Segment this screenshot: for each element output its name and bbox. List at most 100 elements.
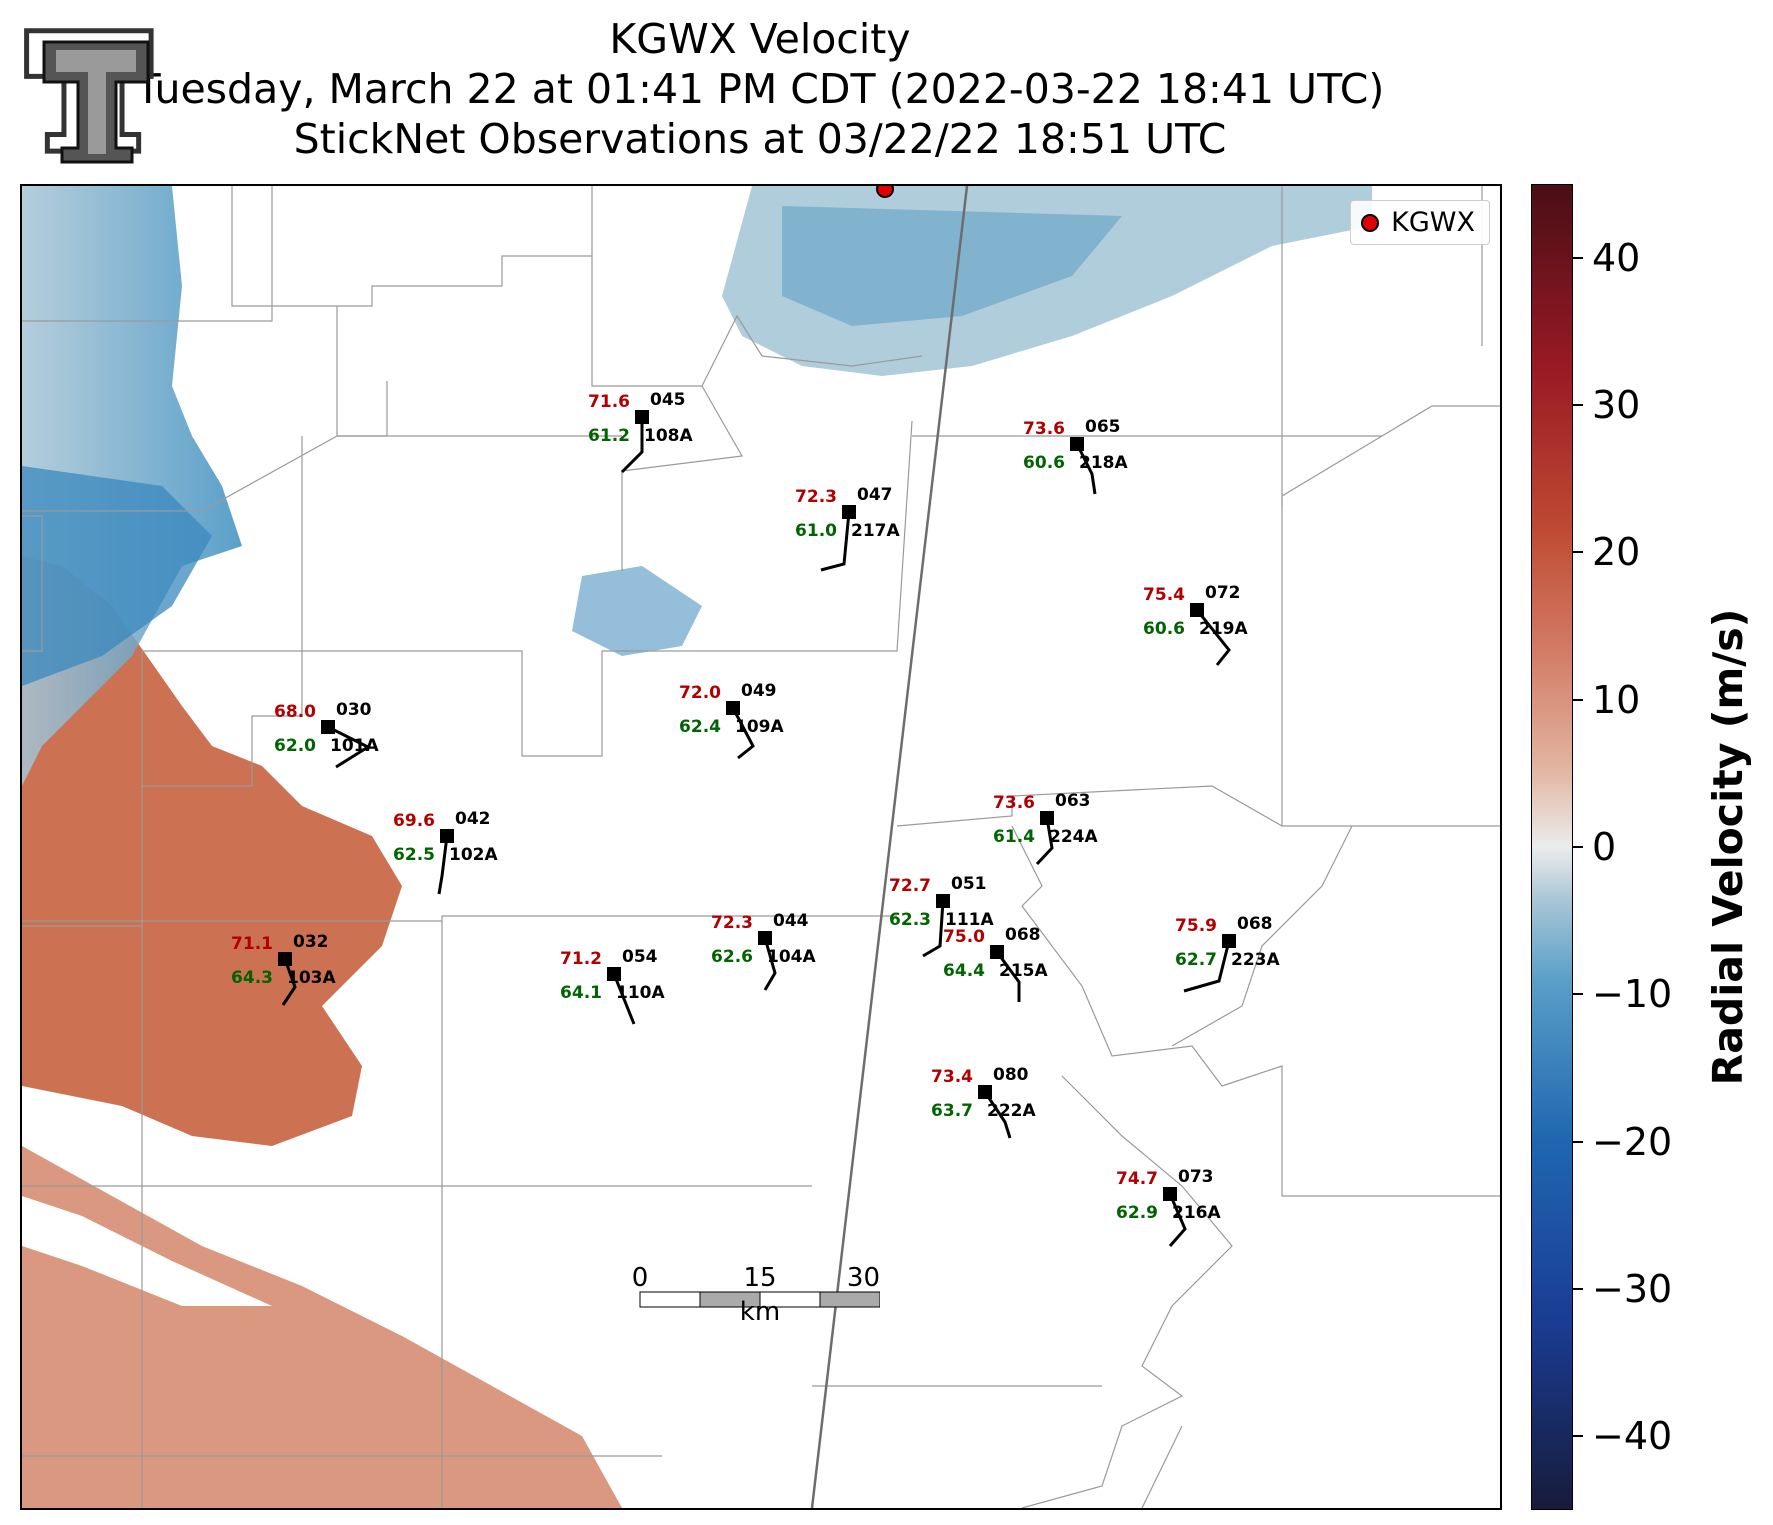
station-id: 217A [851, 521, 900, 541]
station-temperature: 72.3 [795, 487, 837, 507]
station-pressure: 073 [1178, 1167, 1214, 1187]
wind-barb [1168, 1193, 1187, 1247]
station-plot[interactable]: 75.0 068 64.4 215A [943, 925, 1048, 1002]
velocity-gap-band [22, 1196, 272, 1306]
station-temperature: 75.9 [1175, 916, 1217, 936]
station-id: 218A [1079, 453, 1128, 473]
colorbar-tick-mark [1573, 1435, 1583, 1438]
wind-barb [1195, 609, 1231, 666]
station-plot[interactable]: 72.3 044 62.6 104A [711, 911, 816, 991]
station-pressure: 044 [773, 911, 809, 931]
colorbar-tick-mark [1573, 1288, 1583, 1290]
station-temperature: 72.0 [679, 683, 721, 703]
colorbar-tick-mark [1573, 846, 1583, 848]
station-dewpoint: 64.4 [943, 961, 985, 981]
station-temperature: 69.6 [393, 811, 435, 831]
title-block: KGWX Velocity Tuesday, March 22 at 01:41… [0, 14, 1520, 164]
colorbar-tick-label: −20 [1592, 1119, 1673, 1164]
station-id: 215A [999, 961, 1048, 981]
station-dewpoint: 64.3 [231, 968, 273, 988]
station-temperature: 71.2 [560, 949, 602, 969]
station-dewpoint: 60.6 [1143, 619, 1185, 639]
station-marker [1070, 437, 1084, 451]
station-dewpoint: 64.1 [560, 983, 602, 1003]
colorbar-tick-mark [1573, 256, 1583, 259]
outbound-velocity-region-west [22, 556, 402, 1146]
station-marker [607, 967, 621, 981]
station-temperature: 73.4 [931, 1067, 973, 1087]
station-pressure: 065 [1085, 417, 1121, 437]
radar-site-legend-marker [1361, 213, 1380, 232]
station-pressure: 080 [993, 1065, 1029, 1085]
station-id: 101A [330, 736, 379, 756]
station-dewpoint: 61.4 [993, 827, 1035, 847]
wind-barb [620, 417, 644, 474]
station-dewpoint: 62.3 [889, 910, 931, 930]
station-dewpoint: 62.9 [1116, 1203, 1158, 1223]
station-dewpoint: 62.4 [679, 717, 721, 737]
station-plot[interactable]: 72.0 049 62.4 109A [679, 681, 784, 760]
outbound-velocity-region-southwest [22, 1146, 622, 1508]
radar-map[interactable]: 71.6 045 61.2 108A 72.3 047 61.0 217A 73.6 065 60.… [20, 184, 1502, 1510]
station-id: 103A [287, 968, 336, 988]
station-marker [1040, 811, 1054, 825]
station-id: 223A [1231, 950, 1280, 970]
station-dewpoint: 62.5 [393, 845, 435, 865]
station-pressure: 030 [336, 700, 372, 720]
colorbar-tick-label: 10 [1592, 677, 1641, 722]
colorbar-title: Radial Velocity (m/s) [1704, 608, 1752, 1086]
station-pressure: 042 [455, 809, 491, 829]
colorbar-tick-label: 20 [1592, 530, 1641, 575]
title-radar: KGWX Velocity [609, 15, 911, 63]
station-plot[interactable]: 73.4 080 63.7 222A [931, 1065, 1036, 1139]
station-plot[interactable]: 72.3 047 61.0 217A [795, 485, 900, 572]
station-pressure: 045 [650, 390, 686, 410]
station-plot[interactable]: 73.6 065 60.6 218A [1023, 417, 1128, 495]
station-dewpoint: 61.0 [795, 521, 837, 541]
station-plot[interactable]: 72.7 051 62.3 111A [889, 874, 994, 958]
colorbar-tick-label: −10 [1592, 972, 1673, 1017]
station-plot[interactable]: 69.6 042 62.5 102A [393, 809, 498, 895]
station-id: 102A [449, 845, 498, 865]
wind-barb [327, 725, 372, 769]
wind-barb [437, 835, 449, 895]
inbound-velocity-region-north-inner [782, 206, 1122, 326]
station-marker [440, 829, 454, 843]
wind-barb [1035, 817, 1054, 866]
wind-barb [731, 707, 755, 760]
station-plot[interactable]: 75.9 068 62.7 223A [1175, 914, 1280, 993]
radar-site-marker[interactable] [876, 186, 894, 198]
scale-tick-30: 30 [847, 1263, 880, 1293]
station-plot[interactable]: 71.6 045 61.2 108A [588, 390, 693, 474]
station-temperature: 75.4 [1143, 585, 1185, 605]
scale-tick-15: 15 [743, 1263, 776, 1293]
station-id: 110A [616, 983, 665, 1003]
station-marker [936, 894, 950, 908]
colorbar-tick-label: −30 [1592, 1267, 1673, 1311]
station-plot[interactable]: 74.7 073 62.9 216A [1116, 1167, 1221, 1247]
colorbar-tick-mark [1573, 551, 1583, 554]
map-canvas: 71.6 045 61.2 108A 72.3 047 61.0 217A 73.6 065 60.… [22, 186, 1500, 1508]
station-pressure: 063 [1055, 791, 1091, 811]
wind-barb [763, 937, 777, 991]
station-plot[interactable]: 73.6 063 61.4 224A [993, 791, 1098, 866]
wind-barb [922, 900, 945, 958]
colorbar-tick-label: 40 [1592, 235, 1641, 280]
station-dewpoint: 63.7 [931, 1101, 973, 1121]
station-pressure: 032 [293, 932, 329, 952]
colorbar-tick-label: −40 [1592, 1414, 1673, 1459]
station-plot[interactable]: 75.4 072 60.6 219A [1143, 583, 1248, 666]
station-pressure: 068 [1005, 925, 1041, 945]
station-plot[interactable]: 71.2 054 64.1 110A [560, 947, 665, 1025]
colorbar-tick-mark [1573, 698, 1583, 701]
station-temperature: 72.7 [889, 876, 931, 896]
station-plot[interactable]: 68.0 030 62.0 101A [274, 700, 379, 769]
station-plot[interactable]: 71.1 032 64.3 103A [231, 932, 336, 1006]
legend-label: KGWX [1391, 207, 1475, 238]
station-dewpoint: 62.6 [711, 947, 753, 967]
station-dewpoint: 62.0 [274, 736, 316, 756]
station-pressure: 054 [622, 947, 658, 967]
station-dewpoint: 61.2 [588, 426, 630, 446]
station-pressure: 072 [1205, 583, 1241, 603]
scale-bar: 0 15 30 km [632, 1263, 880, 1322]
